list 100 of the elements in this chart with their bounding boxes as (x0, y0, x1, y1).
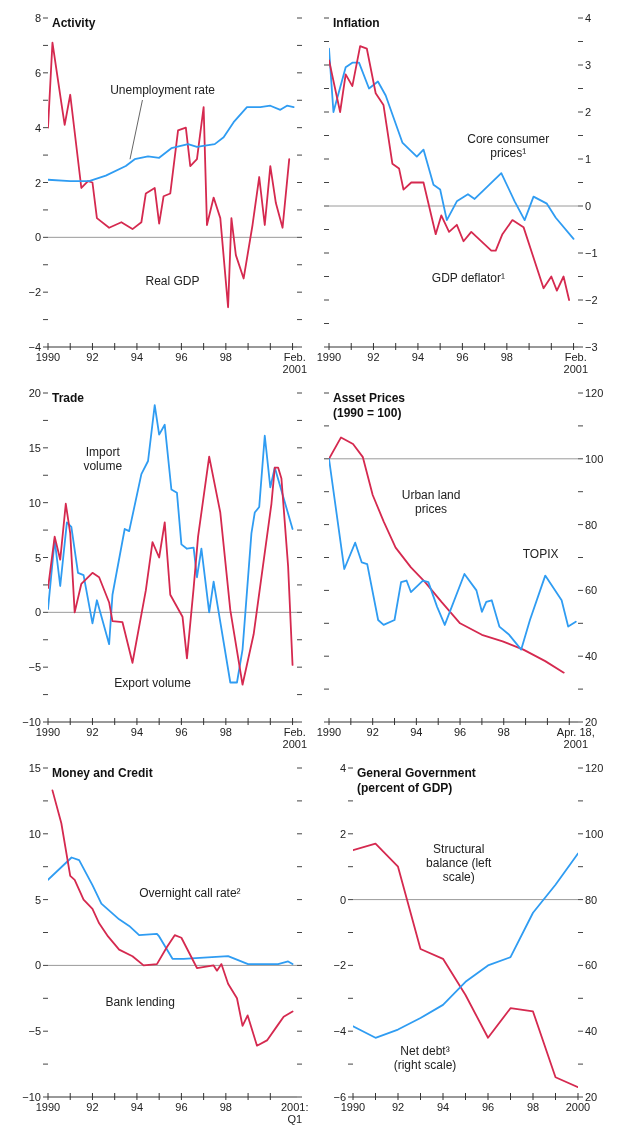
x-tick-label: 96 (175, 1101, 188, 1113)
line-series (48, 104, 295, 183)
y-tick-label: 3 (585, 59, 592, 71)
y-tick-label: −2 (28, 286, 41, 299)
y-tick-label: 0 (34, 606, 41, 619)
x-tick-label: 94 (130, 351, 144, 363)
x-tick-label: 92 (86, 726, 99, 738)
y-tick-label: 10 (28, 496, 41, 509)
chart-title: General Government (357, 766, 476, 781)
x-tick-label: 96 (453, 726, 467, 738)
chart-title: Trade (52, 391, 85, 406)
x-tick-label: 96 (175, 726, 188, 738)
y-tick-label: 100 (585, 452, 604, 465)
line-series (48, 41, 291, 309)
y-tick-label: −5 (28, 1025, 41, 1038)
chart-title: Asset Prices (333, 391, 406, 406)
text: Core consumer prices¹ (466, 132, 551, 161)
chart-title: Money and Credit (52, 766, 153, 781)
x-tick-label: 94 (436, 1101, 450, 1113)
line-series (48, 856, 294, 965)
y-tick-label: 60 (585, 584, 598, 597)
y-tick-label: −1 (585, 247, 598, 259)
series-label: Export volume (113, 675, 192, 690)
y-tick-label: 2 (34, 176, 41, 189)
y-tick-label: 40 (585, 650, 598, 663)
y-tick-label: −4 (333, 1025, 346, 1038)
x-tick-label: 94 (130, 1101, 144, 1113)
text: Bank lending (104, 994, 176, 1009)
x-tick-label: 98 (497, 726, 510, 738)
y-tick-label: 15 (28, 762, 41, 774)
series-label: Structural balance (left scale) (425, 842, 493, 885)
x-tick-label: Feb. 2001 (282, 726, 308, 750)
line-series (51, 789, 294, 1047)
line-series (353, 842, 578, 1089)
x-tick-label: 96 (175, 351, 188, 363)
chart-title: Activity (52, 16, 96, 31)
x-tick-label: 92 (86, 351, 99, 363)
series-label: Net debt³ (right scale) (392, 1043, 458, 1072)
x-tick-label: 1990 (35, 726, 61, 738)
line-series (329, 457, 577, 651)
x-tick-label: 98 (219, 1101, 232, 1113)
x-tick-label: 96 (481, 1101, 495, 1113)
x-tick-label: 1990 (316, 726, 342, 738)
y-tick-label: 0 (34, 231, 41, 244)
series-label: Urban land prices (400, 487, 462, 516)
y-tick-label: −10 (22, 716, 41, 728)
x-tick-label: 94 (410, 726, 423, 738)
x-tick-label: 2000 (565, 1101, 591, 1113)
text: Real GDP (144, 274, 201, 289)
x-tick-label: 98 (526, 1101, 540, 1113)
y-tick-label: 1 (585, 153, 592, 165)
line-series (353, 852, 578, 1039)
y-tick-label: 8 (34, 12, 41, 24)
y-tick-label: 6 (34, 66, 41, 79)
y-tick-label: 2 (585, 106, 592, 118)
y-tick-label: 80 (585, 518, 598, 531)
text: Overnight call rate² (138, 886, 242, 901)
y-tick-label: 4 (585, 12, 592, 24)
y-tick-label: 2 (339, 827, 346, 840)
text: Unemployment rate (109, 83, 216, 98)
y-tick-label: 5 (34, 893, 41, 906)
y-tick-label: −5 (28, 661, 41, 674)
y-tick-label: −3 (585, 341, 598, 353)
y-tick-label: 5 (34, 551, 41, 564)
y-tick-label: 0 (34, 959, 41, 972)
x-tick-label: Apr. 18, 2001 (556, 726, 595, 750)
y-tick-label: 15 (28, 441, 41, 454)
series-label: TOPIX (521, 547, 560, 562)
x-tick-label: 98 (219, 726, 232, 738)
chart-title: Inflation (333, 16, 380, 31)
y-tick-label: −2 (333, 959, 346, 972)
y-tick-label: 4 (339, 762, 346, 774)
y-tick-label: −6 (333, 1091, 346, 1103)
y-tick-label: 0 (585, 200, 592, 212)
x-tick-label: 1990 (340, 1101, 366, 1113)
y-tick-label: 20 (585, 716, 598, 728)
x-tick-label: 92 (391, 1101, 405, 1113)
line-series (329, 436, 565, 674)
y-tick-label: −10 (22, 1091, 41, 1103)
x-tick-label: 92 (86, 1101, 99, 1113)
y-tick-label: 20 (28, 387, 41, 399)
x-tick-label: 98 (219, 351, 232, 363)
line-series (329, 47, 575, 240)
y-tick-label: −2 (585, 294, 598, 306)
x-tick-label: 98 (500, 351, 513, 363)
y-tick-label: 10 (28, 827, 41, 840)
x-tick-label: 94 (411, 351, 425, 363)
x-tick-label: 1990 (316, 351, 342, 363)
x-tick-label: 1990 (35, 351, 61, 363)
x-tick-label: Feb. 2001 (563, 351, 589, 375)
y-tick-label: 120 (585, 387, 604, 399)
text: (percent of GDP) (357, 781, 454, 796)
x-tick-label: 92 (367, 351, 380, 363)
series-label: GDP deflator¹ (430, 270, 506, 285)
x-tick-label: Feb. 2001 (282, 351, 308, 375)
x-tick-label: 94 (130, 726, 144, 738)
x-tick-label: 96 (456, 351, 469, 363)
line-series (329, 45, 571, 301)
y-tick-label: 0 (339, 893, 346, 906)
y-tick-label: 4 (34, 121, 41, 134)
